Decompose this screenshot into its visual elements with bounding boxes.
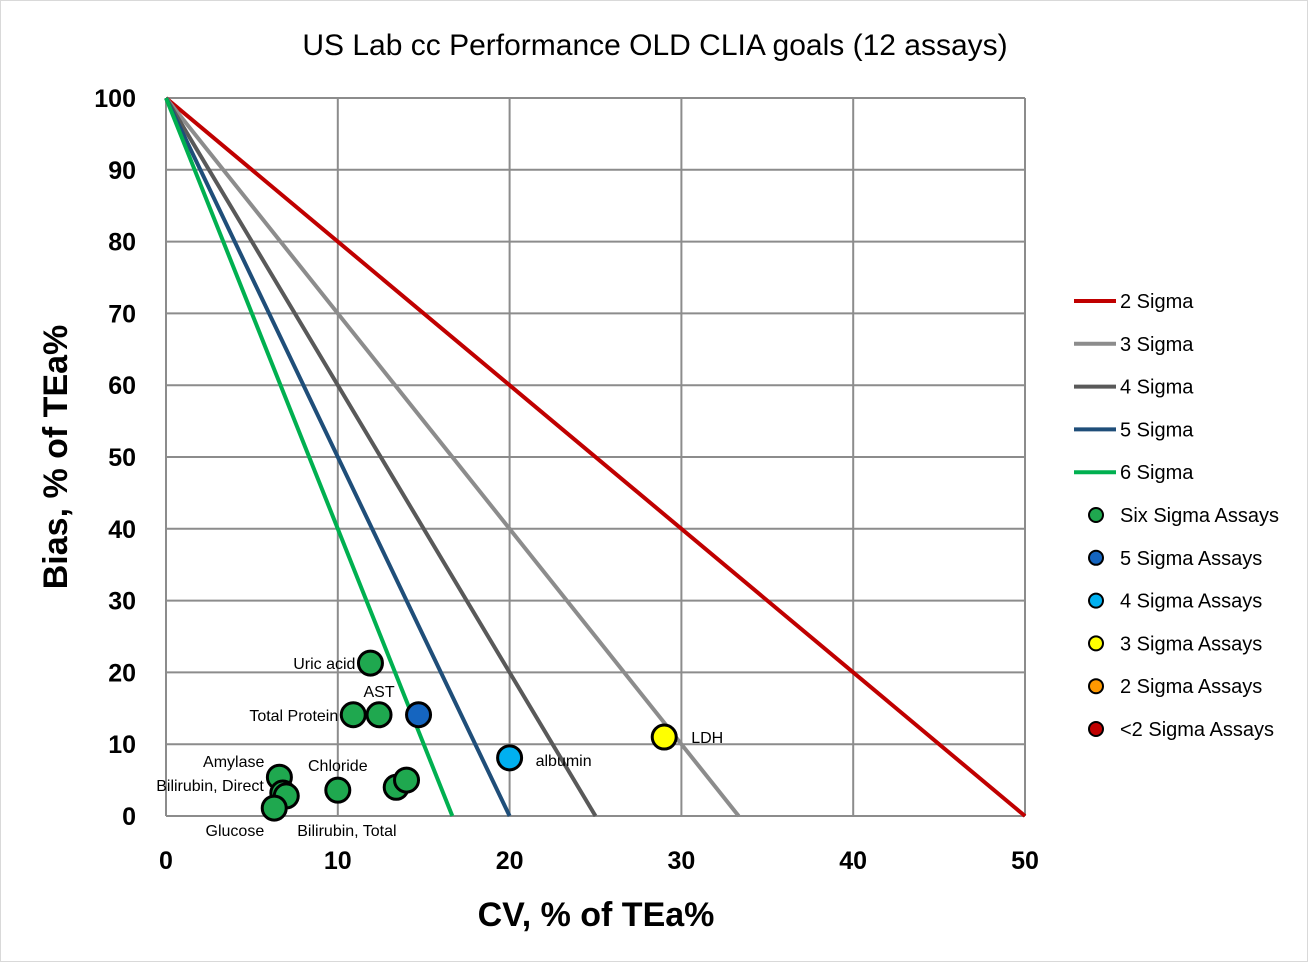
point-label: Chloride xyxy=(308,758,368,775)
legend-entry: 3 Sigma xyxy=(1120,334,1194,356)
y-tick-label: 10 xyxy=(108,731,136,759)
sigma-line-6 xyxy=(164,97,455,817)
legend-marker-swatch xyxy=(1088,678,1104,695)
x-tick-label: 30 xyxy=(667,847,695,875)
y-tick-label: 0 xyxy=(122,803,136,831)
point-label: AST xyxy=(363,684,394,701)
y-tick-label: 50 xyxy=(108,444,136,472)
data-point xyxy=(393,766,421,794)
sigma-line-5 xyxy=(164,97,512,817)
x-axis-label: CV, % of TEa% xyxy=(478,896,715,934)
y-tick-label: 30 xyxy=(108,588,136,616)
y-tick-label: 70 xyxy=(108,300,136,328)
point-label: Amylase xyxy=(203,754,264,771)
y-tick-label: 80 xyxy=(108,229,136,257)
data-point xyxy=(324,776,352,804)
point-label: Bilirubin, Total xyxy=(297,823,396,840)
legend-marker-swatch xyxy=(1088,549,1104,566)
legend-entry: 5 Sigma xyxy=(1120,419,1194,441)
legend-entry: 2 Sigma Assays xyxy=(1120,676,1262,698)
legend-entry: 3 Sigma Assays xyxy=(1120,633,1262,655)
point-label: Total Protein xyxy=(249,708,338,725)
point-label: Glucose xyxy=(206,823,265,840)
sigma-line-3 xyxy=(164,96,741,818)
chart-title: US Lab cc Performance OLD CLIA goals (12… xyxy=(302,29,1007,62)
y-tick-label: 40 xyxy=(108,516,136,544)
x-tick-label: 0 xyxy=(159,847,173,875)
y-tick-label: 90 xyxy=(108,157,136,185)
legend-entry: Six Sigma Assays xyxy=(1120,505,1279,527)
data-point xyxy=(650,723,678,751)
sigma-line-2 xyxy=(164,96,1027,818)
point-label: albumin xyxy=(536,753,592,770)
data-point xyxy=(260,794,288,822)
x-tick-label: 50 xyxy=(1011,847,1039,875)
data-point xyxy=(405,701,433,729)
legend-marker-swatch xyxy=(1088,635,1104,652)
data-point xyxy=(496,744,524,772)
data-point xyxy=(365,701,393,729)
y-tick-label: 60 xyxy=(108,372,136,400)
y-tick-label: 100 xyxy=(94,85,136,113)
legend-marker-swatch xyxy=(1088,721,1104,737)
y-axis-label: Bias, % of TEa% xyxy=(37,325,75,590)
point-label: Bilirubin, Direct xyxy=(156,778,264,795)
x-tick-label: 20 xyxy=(496,847,524,875)
data-point xyxy=(339,701,367,729)
y-tick-label: 20 xyxy=(108,659,136,687)
x-tick-label: 40 xyxy=(839,847,867,875)
sigma-line-4 xyxy=(164,96,598,818)
legend-entry: 4 Sigma xyxy=(1120,377,1194,399)
legend-entry: <2 Sigma Assays xyxy=(1120,719,1274,741)
legend-entry: 5 Sigma Assays xyxy=(1120,548,1262,570)
legend-marker-swatch xyxy=(1088,592,1104,609)
legend-marker-swatch xyxy=(1088,507,1104,523)
point-label: Uric acid xyxy=(293,656,355,673)
legend-entry: 6 Sigma xyxy=(1120,462,1194,484)
data-point xyxy=(356,649,384,677)
legend-entry: 4 Sigma Assays xyxy=(1120,591,1262,613)
point-label: LDH xyxy=(691,730,723,747)
x-tick-label: 10 xyxy=(324,847,352,875)
legend-entry: 2 Sigma xyxy=(1120,291,1194,313)
